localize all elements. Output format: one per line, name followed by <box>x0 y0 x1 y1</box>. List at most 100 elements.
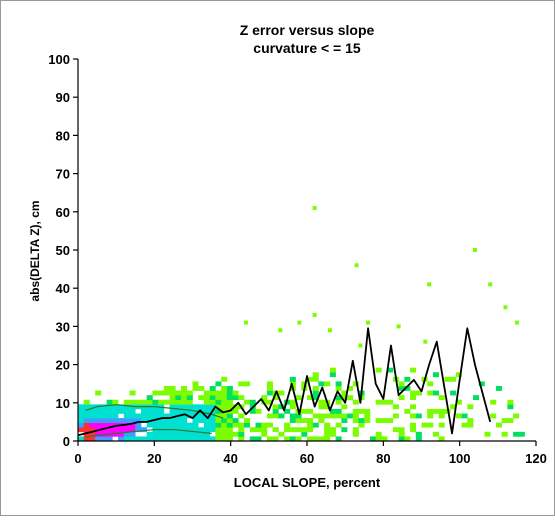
density-cell <box>112 427 119 433</box>
density-cell <box>244 381 251 387</box>
density-cell <box>329 427 336 433</box>
density-cell <box>215 390 222 396</box>
density-cell <box>272 395 279 401</box>
density-cell <box>324 381 331 387</box>
density-cell <box>203 427 210 433</box>
density-cell <box>232 422 239 428</box>
density-cell <box>375 418 382 423</box>
density-cell <box>209 399 216 405</box>
density-cell <box>215 418 222 423</box>
density-cell <box>484 431 491 437</box>
density-cell <box>89 427 96 433</box>
density-cell <box>455 399 462 405</box>
density-cell <box>175 436 182 442</box>
density-cell <box>375 431 382 437</box>
density-cell <box>226 431 233 437</box>
density-cell <box>89 422 96 428</box>
contour-line <box>85 404 224 419</box>
density-cell <box>335 381 342 387</box>
density-cell <box>181 395 188 401</box>
density-cell <box>118 418 125 423</box>
density-cell <box>352 399 359 405</box>
density-cell <box>335 395 342 401</box>
density-cell <box>335 385 342 391</box>
density-cell <box>146 399 153 405</box>
density-cell <box>501 418 508 423</box>
density-cell <box>307 436 314 442</box>
density-cell <box>140 427 147 433</box>
density-cell <box>221 399 228 405</box>
density-cell <box>175 431 182 437</box>
density-cell <box>238 381 245 387</box>
density-cell <box>335 413 342 419</box>
density-cell <box>410 413 417 419</box>
density-cell <box>89 408 96 414</box>
density-cell <box>89 404 96 410</box>
density-cell <box>140 436 147 442</box>
density-cell <box>312 395 319 401</box>
density-cell <box>112 431 119 437</box>
x-tick-label: 60 <box>300 451 314 466</box>
density-cell <box>358 418 365 423</box>
density-cell <box>215 408 222 414</box>
density-cell <box>289 427 296 433</box>
density-cell <box>289 413 296 419</box>
density-cell <box>284 436 291 442</box>
density-cell <box>175 399 182 405</box>
density-cell <box>175 404 182 410</box>
density-cell <box>335 408 342 414</box>
density-cell <box>513 413 520 419</box>
density-cell <box>364 413 371 419</box>
density-cell <box>358 422 365 428</box>
density-cell <box>198 385 205 391</box>
density-cell <box>181 408 188 414</box>
density-cell <box>129 427 136 433</box>
density-cell <box>427 390 434 396</box>
density-cell <box>140 408 147 414</box>
density-cell <box>261 427 268 433</box>
density-cell <box>198 395 205 401</box>
density-cell <box>100 422 107 428</box>
density-cell <box>215 431 222 437</box>
density-cell <box>375 436 382 442</box>
density-cell <box>238 427 245 433</box>
density-cell <box>152 431 159 437</box>
density-cell <box>181 390 188 396</box>
density-cell <box>301 381 308 387</box>
density-cell <box>410 404 417 410</box>
y-tick-label: 0 <box>63 434 70 449</box>
density-cell <box>89 431 96 437</box>
density-cell <box>341 413 348 419</box>
density-cell <box>198 431 205 437</box>
density-cell <box>501 431 508 437</box>
density-cell <box>100 404 107 410</box>
density-cell <box>278 431 285 437</box>
density-cell <box>266 422 273 428</box>
density-cell <box>307 408 314 414</box>
outlier-point <box>396 324 401 329</box>
density-cell <box>289 418 296 423</box>
density-cell <box>266 413 273 419</box>
density-cell <box>507 399 514 405</box>
density-cell <box>295 395 302 401</box>
density-cell <box>255 422 262 428</box>
density-cell <box>249 399 256 405</box>
density-cell <box>129 390 136 396</box>
density-cell <box>249 427 256 433</box>
x-tick-label: 80 <box>376 451 390 466</box>
density-cell <box>284 408 291 414</box>
density-cell <box>83 422 90 428</box>
density-cell <box>100 418 107 423</box>
density-cell <box>95 422 102 428</box>
density-cell <box>106 427 113 433</box>
density-cell <box>203 395 210 401</box>
density-cell <box>495 385 502 391</box>
density-cell <box>455 372 462 378</box>
density-cell <box>255 427 262 433</box>
density-cell <box>226 436 233 442</box>
density-cell <box>226 399 233 405</box>
density-cell <box>221 376 228 382</box>
density-cell <box>152 390 159 396</box>
density-cell <box>158 413 165 419</box>
density-cell <box>335 436 342 442</box>
